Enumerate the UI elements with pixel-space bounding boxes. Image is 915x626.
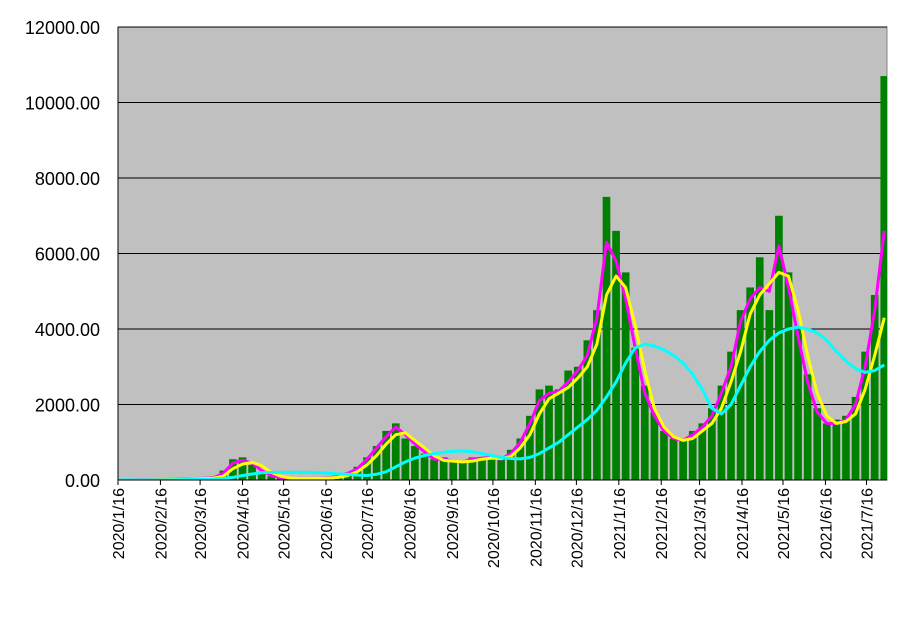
bar <box>458 463 467 480</box>
line <box>118 325 886 480</box>
bar <box>832 419 841 480</box>
bar <box>593 310 601 480</box>
bar <box>449 461 458 480</box>
bar <box>765 310 774 480</box>
bar <box>420 453 429 480</box>
bar <box>842 415 850 480</box>
x-tick-label: 2021/3/16 <box>693 488 710 559</box>
y-tick-label: 2000.00 <box>35 396 100 416</box>
y-tick-label: 12000.00 <box>25 18 100 38</box>
x-tick-label: 2020/9/16 <box>445 488 462 559</box>
x-tick-label: 2020/2/16 <box>153 488 170 559</box>
bar <box>602 196 611 480</box>
bar <box>363 457 371 480</box>
bar <box>573 366 582 480</box>
bar <box>717 385 726 480</box>
bar <box>526 415 534 480</box>
y-tick-label: 6000.00 <box>35 245 100 265</box>
x-tick-label: 2020/11/16 <box>528 488 545 567</box>
x-tick-label: 2020/4/16 <box>236 488 253 559</box>
bar <box>353 466 362 480</box>
bar <box>803 374 812 480</box>
x-tick-label: 2021/1/16 <box>612 488 629 559</box>
bar <box>698 423 707 480</box>
x-tick-label: 2021/5/16 <box>776 488 793 559</box>
bar <box>755 257 764 480</box>
bar <box>708 408 716 480</box>
bar <box>688 430 697 480</box>
bar <box>870 295 879 480</box>
bar <box>880 76 887 480</box>
bar <box>497 459 505 480</box>
bar <box>267 476 276 480</box>
bar <box>401 438 410 480</box>
x-tick-label: 2021/4/16 <box>735 488 752 559</box>
x-tick-label: 2020/1/16 <box>111 488 128 559</box>
bar <box>545 385 553 480</box>
x-tick-label: 2020/8/16 <box>402 488 419 559</box>
x-tick-label: 2021/6/16 <box>818 488 835 559</box>
bar <box>564 370 573 480</box>
bar <box>478 457 486 480</box>
bar <box>794 329 802 480</box>
bar <box>784 272 793 480</box>
bar <box>468 457 477 480</box>
bar <box>583 340 592 480</box>
bar <box>822 423 831 480</box>
bar <box>660 430 668 480</box>
bar <box>775 215 783 480</box>
x-tick-label: 2020/7/16 <box>360 488 377 559</box>
marks <box>118 76 887 480</box>
bar <box>679 438 687 480</box>
bar <box>535 389 544 480</box>
y-tick-label: 10000.00 <box>25 94 100 114</box>
bar <box>257 472 266 480</box>
bar <box>736 310 745 480</box>
bar <box>650 412 659 480</box>
x-tick-label: 2021/2/16 <box>654 488 671 559</box>
x-tick-label: 2020/3/16 <box>193 488 210 559</box>
bar <box>248 464 256 480</box>
bar <box>621 272 630 480</box>
bar <box>631 347 640 480</box>
bar <box>813 408 822 480</box>
bar <box>238 457 247 480</box>
bar <box>372 446 381 480</box>
x-tick-label: 2020/5/16 <box>277 488 294 559</box>
y-tick-label: 0.00 <box>65 471 100 491</box>
bar <box>727 351 735 480</box>
labels: 0.00 2000.00 4000.00 6000.00 8000.00 10000.00… <box>25 18 887 568</box>
bar <box>746 287 754 480</box>
bar <box>861 351 869 480</box>
bar <box>487 455 496 480</box>
x-tick-label: 2020/12/16 <box>569 488 586 568</box>
bar <box>391 423 400 480</box>
bar <box>640 385 649 480</box>
bar <box>430 459 438 480</box>
x-tick-label: 2020/6/16 <box>319 488 336 559</box>
bar <box>506 449 515 480</box>
x-tick-label: 2020/10/16 <box>486 488 503 568</box>
y-tick-label: 8000.00 <box>35 169 100 189</box>
bar <box>382 430 391 480</box>
x-tick-label: 2021/7/16 <box>859 488 876 559</box>
bar <box>669 438 678 480</box>
bar <box>612 230 620 480</box>
bar <box>554 389 563 480</box>
bar <box>851 396 860 480</box>
bar <box>439 457 448 480</box>
bar <box>411 446 419 480</box>
y-tick-label: 4000.00 <box>35 320 100 340</box>
